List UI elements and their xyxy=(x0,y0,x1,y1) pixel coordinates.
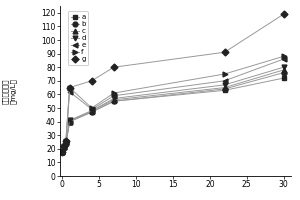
g xyxy=(60,150,64,153)
a xyxy=(223,89,226,92)
a xyxy=(68,120,71,123)
Line: f: f xyxy=(60,54,286,154)
b xyxy=(60,150,64,153)
f xyxy=(112,92,116,94)
e xyxy=(90,108,94,111)
e xyxy=(223,80,226,82)
a xyxy=(62,145,66,147)
e xyxy=(112,95,116,97)
Line: a: a xyxy=(60,76,286,154)
g xyxy=(64,139,68,142)
c xyxy=(223,86,226,89)
b xyxy=(64,142,68,145)
f xyxy=(60,150,64,153)
c xyxy=(68,120,71,123)
Line: g: g xyxy=(60,12,286,154)
e xyxy=(62,146,66,149)
f xyxy=(68,86,71,89)
Legend: a, b, c, d, e, f, g: a, b, c, d, e, f, g xyxy=(68,11,88,65)
Text: 溶解性總固體
（mg/L）: 溶解性總固體 （mg/L） xyxy=(2,78,16,104)
b xyxy=(62,146,66,149)
d xyxy=(64,142,68,145)
a xyxy=(112,100,116,102)
f xyxy=(282,55,285,58)
d xyxy=(68,119,71,121)
e xyxy=(282,58,285,60)
d xyxy=(112,97,116,100)
a xyxy=(60,150,64,153)
e xyxy=(64,141,68,143)
b xyxy=(223,88,226,90)
g xyxy=(90,80,94,82)
c xyxy=(90,110,94,112)
f xyxy=(62,145,66,147)
g xyxy=(68,86,71,89)
a xyxy=(282,77,285,79)
Line: e: e xyxy=(60,57,286,154)
Line: b: b xyxy=(60,70,286,154)
f xyxy=(90,107,94,109)
d xyxy=(60,150,64,153)
e xyxy=(68,90,71,93)
c xyxy=(60,150,64,153)
a xyxy=(64,141,68,143)
d xyxy=(282,66,285,68)
f xyxy=(64,139,68,142)
g xyxy=(112,66,116,68)
c xyxy=(64,142,68,145)
b xyxy=(112,100,116,102)
a xyxy=(90,111,94,113)
g xyxy=(282,13,285,15)
b xyxy=(90,111,94,113)
Line: c: c xyxy=(60,67,286,154)
d xyxy=(90,110,94,112)
e xyxy=(60,150,64,153)
f xyxy=(223,73,226,75)
c xyxy=(112,99,116,101)
b xyxy=(282,71,285,74)
d xyxy=(62,146,66,149)
b xyxy=(68,120,71,123)
c xyxy=(282,69,285,71)
Line: d: d xyxy=(60,65,286,154)
c xyxy=(62,146,66,149)
g xyxy=(223,51,226,53)
g xyxy=(62,145,66,147)
d xyxy=(223,84,226,86)
